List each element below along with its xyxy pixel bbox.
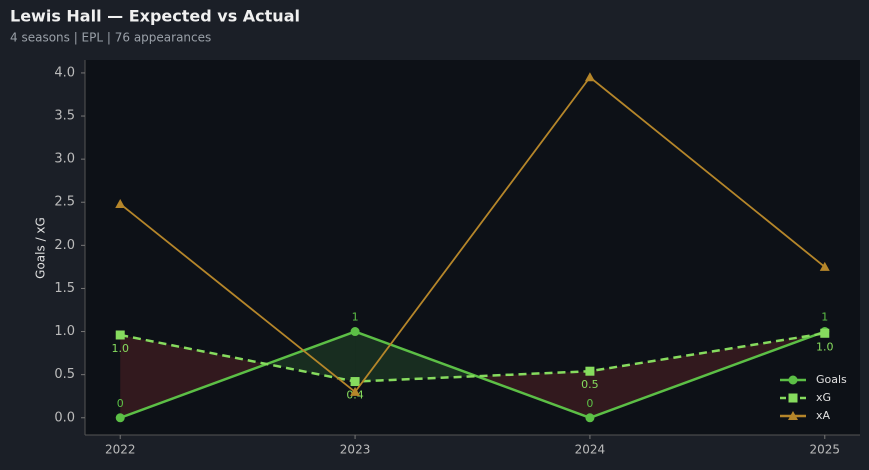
point [115,413,125,423]
point [115,330,125,340]
x-tick-label: 2025 [809,443,840,457]
legend-label: xA [816,409,831,422]
data-label: 1.0 [111,342,129,355]
chart-subtitle: 4 seasons | EPL | 76 appearances [10,31,211,45]
x-tick-label: 2024 [575,443,606,457]
point [115,198,126,208]
point [350,327,360,337]
data-label: 1 [821,311,828,324]
series-line [119,75,826,394]
y-tick-label: 2.5 [54,195,75,210]
x-tick-label: 2023 [340,443,371,457]
point [585,413,595,423]
point [788,411,798,420]
series-line [119,332,825,383]
y-tick-label: 1.0 [54,324,75,339]
point [788,375,798,385]
y-axis-label: Goals / xG [34,217,48,279]
chart-title: Lewis Hall — Expected vs Actual [10,7,300,26]
diff-shade [355,331,477,382]
data-label: 0.5 [581,378,599,391]
y-tick-label: 1.5 [54,281,75,296]
data-label: 0 [586,397,593,410]
y-tick-label: 2.0 [54,238,75,253]
point [350,386,361,396]
data-label: 1.0 [816,340,834,353]
y-tick-label: 0.0 [54,410,75,425]
data-label: 1 [352,311,359,324]
series-line [119,330,826,420]
point [584,72,595,82]
y-tick-label: 3.5 [54,109,75,124]
y-tick-label: 4.0 [54,65,75,80]
point [350,377,360,387]
legend-label: Goals [816,373,847,386]
point [820,328,830,338]
diff-shade [120,335,267,418]
point [585,366,595,376]
legend-label: xG [816,391,831,404]
data-label: 0 [117,397,124,410]
y-tick-label: 3.0 [54,152,75,167]
plot-area [85,60,860,435]
point [819,261,830,271]
y-tick-label: 0.5 [54,367,75,382]
x-tick-label: 2022 [105,443,136,457]
point [788,393,798,403]
